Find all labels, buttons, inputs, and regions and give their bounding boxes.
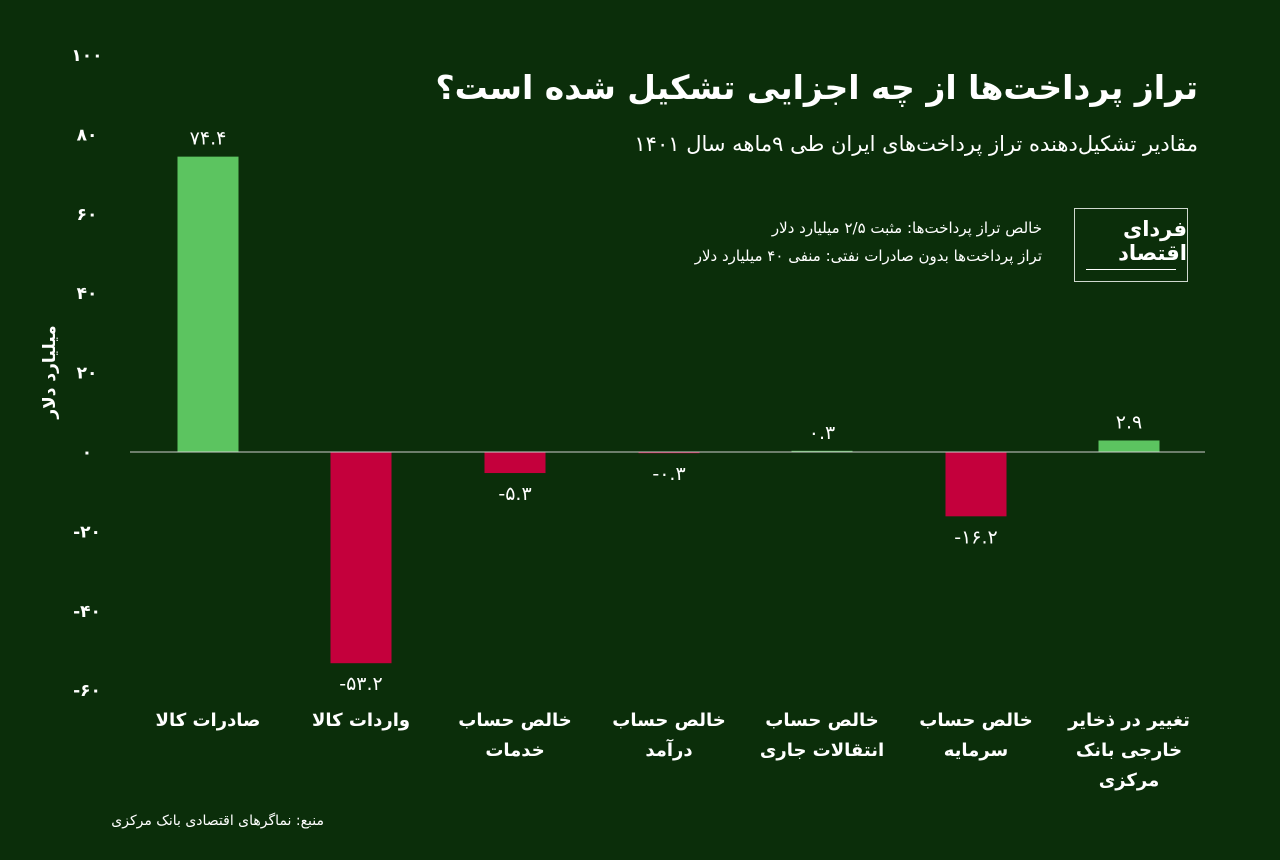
data-label: -۰.۳: [652, 463, 685, 485]
bar: [177, 156, 239, 452]
y-tick-label: ۰: [82, 443, 92, 463]
category-label: خالص حساب سرمایه: [919, 710, 1033, 761]
y-tick-label: ۸۰: [77, 125, 98, 145]
y-tick-label: -۲۰: [73, 522, 101, 542]
data-label: ۷۴.۴: [190, 128, 227, 150]
bar: [791, 450, 853, 452]
category-label: خالص حساب انتقالات جاری: [759, 710, 885, 761]
y-tick-label: ۴۰: [77, 284, 98, 304]
bar: [638, 452, 700, 454]
data-label: -۵.۳: [498, 483, 531, 505]
chart-title: تراز پرداخت‌ها از چه اجزایی تشکیل شده اس…: [435, 68, 1198, 107]
y-tick-label: -۶۰: [73, 681, 101, 701]
category-label: واردات کالا: [311, 710, 411, 731]
category-label: خالص حساب خدمات: [458, 710, 572, 761]
notes: خالص تراز پرداخت‌ها: مثبت ۲/۵ میلیارد دل…: [695, 214, 1042, 270]
category-label: صادرات کالا: [155, 710, 261, 731]
bar: [330, 452, 392, 664]
bar: [945, 452, 1007, 517]
y-tick-label: ۱۰۰: [71, 46, 102, 66]
data-label: ۰.۳: [809, 422, 835, 444]
y-tick-label: ۶۰: [77, 205, 98, 225]
data-label: -۵۳.۲: [339, 673, 383, 695]
logo: فردای اقتصاد: [1074, 208, 1188, 282]
note-non-oil-balance: تراز پرداخت‌ها بدون صادرات نفتی: منفی ۴۰…: [694, 247, 1042, 265]
y-tick-label: -۴۰: [73, 602, 101, 622]
bar: [1098, 440, 1160, 452]
chart-subtitle: مقادیر تشکیل‌دهنده تراز پرداخت‌های ایران…: [634, 132, 1198, 156]
y-tick-label: ۲۰: [77, 364, 98, 384]
category-label: تغییر در ذخایر خارجی بانک مرکزی: [1068, 710, 1190, 791]
logo-rule: [1086, 268, 1176, 274]
note-net-balance: خالص تراز پرداخت‌ها: مثبت ۲/۵ میلیارد دل…: [771, 219, 1042, 237]
data-label: ۲.۹: [1116, 411, 1142, 433]
logo-text: فردای اقتصاد: [1118, 216, 1187, 265]
category-label: خالص حساب درآمد: [612, 710, 726, 761]
data-label: -۱۶.۲: [954, 526, 998, 548]
bar: [484, 452, 546, 474]
source: منبع: نماگرهای اقتصادی بانک مرکزی: [111, 813, 324, 829]
